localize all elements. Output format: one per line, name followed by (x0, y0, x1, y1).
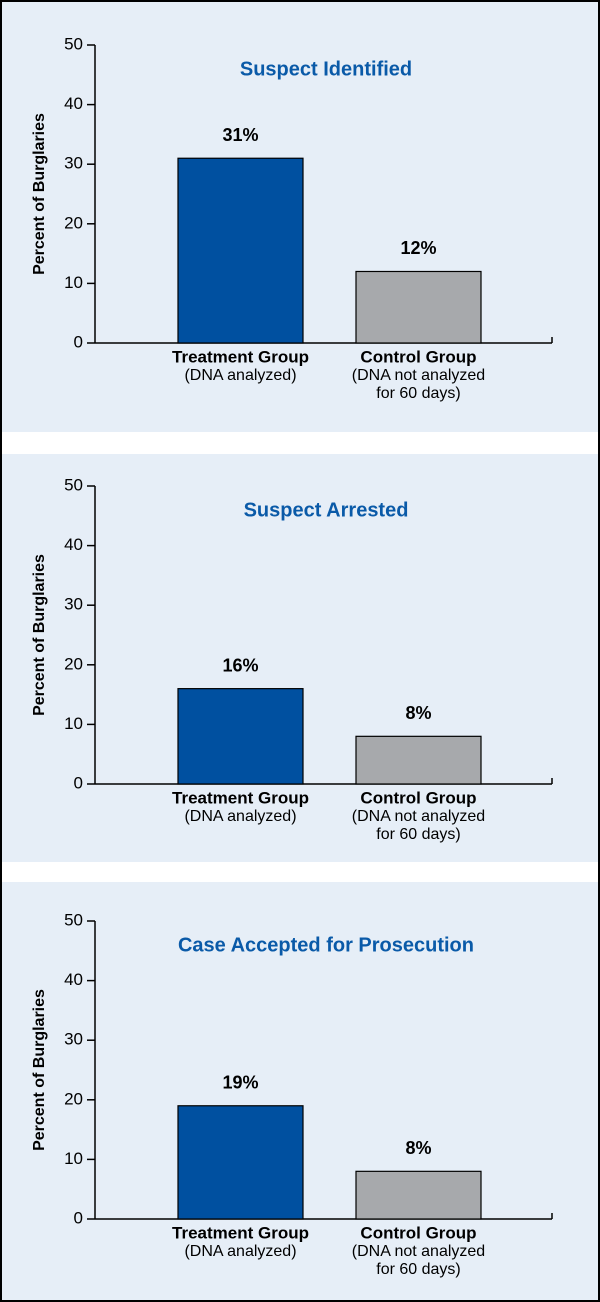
bar (355, 1170, 482, 1220)
y-axis-label: Percent of Burglaries (31, 113, 48, 275)
value-label: 12% (400, 238, 436, 258)
panel-background (2, 882, 598, 1300)
y-tick-label: 20 (64, 213, 83, 232)
value-label: 8% (405, 1138, 431, 1158)
y-tick-label: 0 (74, 773, 83, 792)
value-label: 16% (222, 655, 258, 675)
bar (355, 270, 482, 344)
x-tick-label: Control Group (360, 788, 476, 807)
y-axis-label: Percent of Burglaries (31, 989, 48, 1151)
bar (355, 735, 482, 785)
bar (177, 688, 304, 785)
y-tick-label: 30 (64, 1030, 83, 1049)
y-tick-label: 0 (74, 1208, 83, 1227)
bar (177, 1105, 304, 1220)
y-tick-label: 40 (64, 94, 83, 113)
category-note: (DNA not analyzed (352, 1243, 485, 1260)
y-tick-label: 10 (64, 714, 83, 733)
y-tick-label: 30 (64, 154, 83, 173)
category-note: (DNA not analyzed (352, 808, 485, 825)
y-tick-label: 50 (64, 475, 83, 494)
bar (177, 157, 304, 344)
category-note: for 60 days) (376, 385, 460, 402)
value-label: 31% (222, 125, 258, 145)
y-tick-label: 10 (64, 273, 83, 292)
x-tick-label: Treatment Group (172, 788, 309, 807)
chart-title: Case Accepted for Prosecution (178, 934, 474, 956)
category-note: (DNA analyzed) (184, 808, 296, 825)
y-tick-label: 0 (74, 332, 83, 351)
y-tick-label: 50 (64, 34, 83, 53)
y-tick-label: 40 (64, 535, 83, 554)
category-note: (DNA analyzed) (184, 367, 296, 384)
y-tick-label: 30 (64, 595, 83, 614)
x-tick-label: Treatment Group (172, 347, 309, 366)
category-note: (DNA not analyzed (352, 367, 485, 384)
category-note: (DNA analyzed) (184, 1243, 296, 1260)
value-label: 19% (222, 1073, 258, 1093)
x-tick-label: Treatment Group (172, 1223, 309, 1242)
y-tick-label: 20 (64, 654, 83, 673)
x-tick-label: Control Group (360, 1223, 476, 1242)
panel-background (2, 454, 598, 862)
x-tick-label: Control Group (360, 347, 476, 366)
y-tick-label: 50 (64, 910, 83, 929)
y-tick-label: 20 (64, 1089, 83, 1108)
category-note: for 60 days) (376, 1261, 460, 1278)
category-note: for 60 days) (376, 826, 460, 843)
y-tick-label: 40 (64, 970, 83, 989)
chart-title: Suspect Identified (240, 58, 412, 80)
value-label: 8% (405, 703, 431, 723)
chart-title: Suspect Arrested (244, 499, 409, 521)
y-tick-label: 10 (64, 1149, 83, 1168)
y-axis-label: Percent of Burglaries (31, 554, 48, 716)
